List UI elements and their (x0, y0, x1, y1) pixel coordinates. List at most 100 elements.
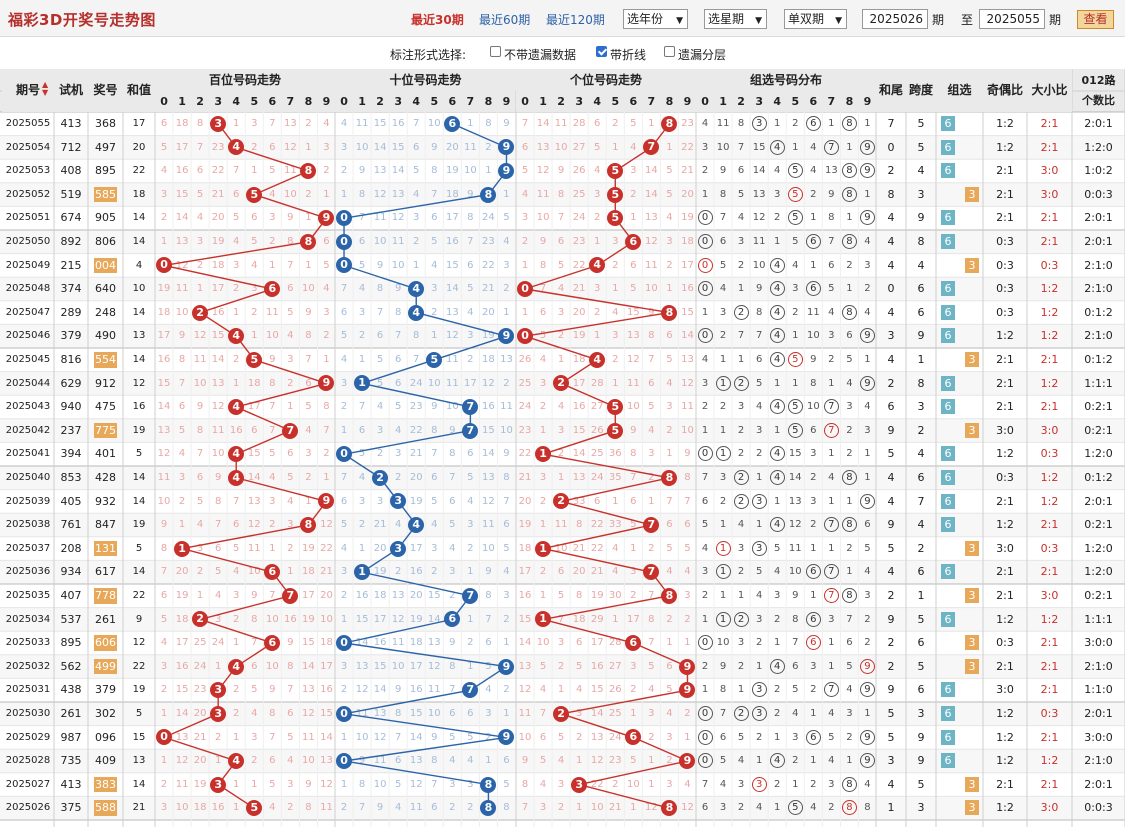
group-miss-value: 4 (701, 542, 709, 554)
route-ratio-cell: 0:0:3 (1084, 187, 1113, 201)
hundreds-ball: 3 (210, 682, 227, 699)
miss-value: 18 (518, 542, 532, 554)
from-issue-input[interactable]: 2025026 (862, 9, 928, 29)
miss-value: 3 (539, 802, 547, 814)
span-cell: 6 (917, 471, 925, 484)
miss-value: 3 (666, 778, 673, 790)
sort-arrows-icon[interactable]: ▲ ▼ (42, 80, 49, 97)
miss-value: 6 (251, 660, 258, 672)
group-type-badge: 6 (941, 375, 955, 391)
miss-value: 5 (449, 731, 456, 743)
miss-value: 5 (467, 472, 474, 483)
miss-value: 1 (594, 236, 601, 247)
miss-value: 14 (681, 330, 694, 342)
sum-tail-cell: 2 (887, 636, 895, 650)
no-miss-checkbox[interactable] (490, 46, 501, 57)
miss-value: 14 (302, 660, 315, 672)
odd-even-cell: 1:2 (996, 518, 1014, 532)
prize-cell: 409 (95, 754, 116, 768)
miss-value: 11 (355, 708, 369, 719)
trial-cell: 394 (60, 447, 82, 461)
odd-even-cell: 1:2 (996, 707, 1014, 720)
group-type-badge: 6 (941, 139, 955, 155)
header-trial: 试机 (54, 69, 88, 112)
polyline-label: 带折线 (610, 48, 647, 62)
miss-value: 20 (572, 566, 586, 578)
miss-value: 18 (320, 637, 333, 649)
sum-tail-cell: 4 (887, 305, 895, 319)
miss-value: 12 (391, 212, 405, 224)
miss-value: 4 (287, 495, 294, 507)
miss-value: 14 (409, 731, 423, 743)
miss-value: 1 (630, 542, 637, 554)
group-miss-value: 2 (774, 613, 781, 625)
group-miss-value: 5 (774, 542, 781, 554)
miss-value: 4 (394, 424, 402, 436)
tens-ball: 0 (336, 635, 353, 651)
hundreds-ball: 8 (300, 163, 317, 179)
miss-value: 5 (394, 401, 402, 413)
miss-value: 5 (539, 755, 547, 767)
group-ring: 2 (733, 493, 749, 509)
prize-highlight (94, 588, 117, 604)
miss-value: 35 (608, 472, 622, 483)
miss-value: 20 (193, 755, 207, 767)
miss-value: 19 (572, 330, 586, 342)
miss-value: 3 (160, 802, 168, 814)
miss-value: 10 (554, 141, 568, 153)
prize-cell: 617 (95, 565, 116, 579)
recent-60-link[interactable]: 最近60期 (479, 13, 531, 27)
miss-value: 21 (572, 542, 586, 554)
header-digit: 3 (750, 91, 769, 112)
miss-value: 4 (196, 212, 204, 224)
issue-cell: 2025026 (5, 802, 51, 814)
miss-value: 1 (233, 306, 240, 318)
group-ring: 2 (733, 375, 749, 391)
recent-120-link[interactable]: 最近120期 (546, 13, 605, 27)
miss-value: 17 (247, 401, 261, 413)
miss-value: 20 (211, 212, 225, 224)
sum-cell: 13 (132, 755, 146, 767)
prize-cell: 302 (95, 707, 116, 720)
prize-highlight (94, 186, 117, 203)
sum-tail-cell: 4 (887, 211, 895, 225)
group-ring: 8 (841, 776, 857, 792)
to-issue-input[interactable]: 2025055 (979, 9, 1045, 29)
miss-value: 7 (323, 424, 330, 436)
miss-value: 10 (265, 660, 279, 672)
prize-cell: 499 (95, 659, 116, 673)
miss-value: 8 (431, 424, 438, 436)
miss-value: 6 (503, 755, 510, 767)
week-select[interactable]: 选星期 (704, 9, 767, 29)
view-button[interactable]: 查看 (1077, 10, 1114, 29)
polyline-checkbox[interactable] (596, 46, 607, 57)
big-small-cell: 2:1 (1040, 235, 1059, 248)
sum-tail-cell: 0 (887, 140, 895, 154)
miss-value: 1 (196, 590, 204, 601)
parity-select[interactable]: 单双期 (784, 9, 847, 29)
year-select[interactable]: 选年份 (623, 9, 688, 29)
hundreds-ball: 0 (156, 729, 173, 746)
miss-value: 17 (157, 330, 171, 342)
issue-cell: 2025036 (5, 566, 51, 578)
group-miss-value: 4 (755, 802, 763, 814)
miss-value: 4 (305, 424, 312, 436)
prize-cell: 475 (95, 400, 116, 414)
recent-30-link[interactable]: 最近30期 (411, 13, 464, 27)
miss-value: 3 (340, 141, 348, 153)
option-label: 标注形式选择: (390, 48, 467, 62)
trial-cell: 892 (60, 235, 82, 248)
miss-value: 2 (612, 354, 619, 365)
miss-value: 22 (590, 519, 604, 531)
group-miss-value: 1 (719, 590, 727, 601)
miss-value: 5 (160, 141, 168, 153)
miss-value: 7 (358, 212, 366, 224)
prize-cell: 131 (95, 541, 116, 555)
miss-layer-checkbox[interactable] (664, 46, 675, 57)
miss-value: 11 (391, 236, 405, 247)
span-cell: 5 (917, 777, 925, 791)
miss-value: 5 (287, 472, 294, 483)
miss-value: 5 (575, 660, 583, 672)
header-digit: 7 (281, 91, 300, 112)
big-small-cell: 2:1 (1040, 565, 1059, 579)
